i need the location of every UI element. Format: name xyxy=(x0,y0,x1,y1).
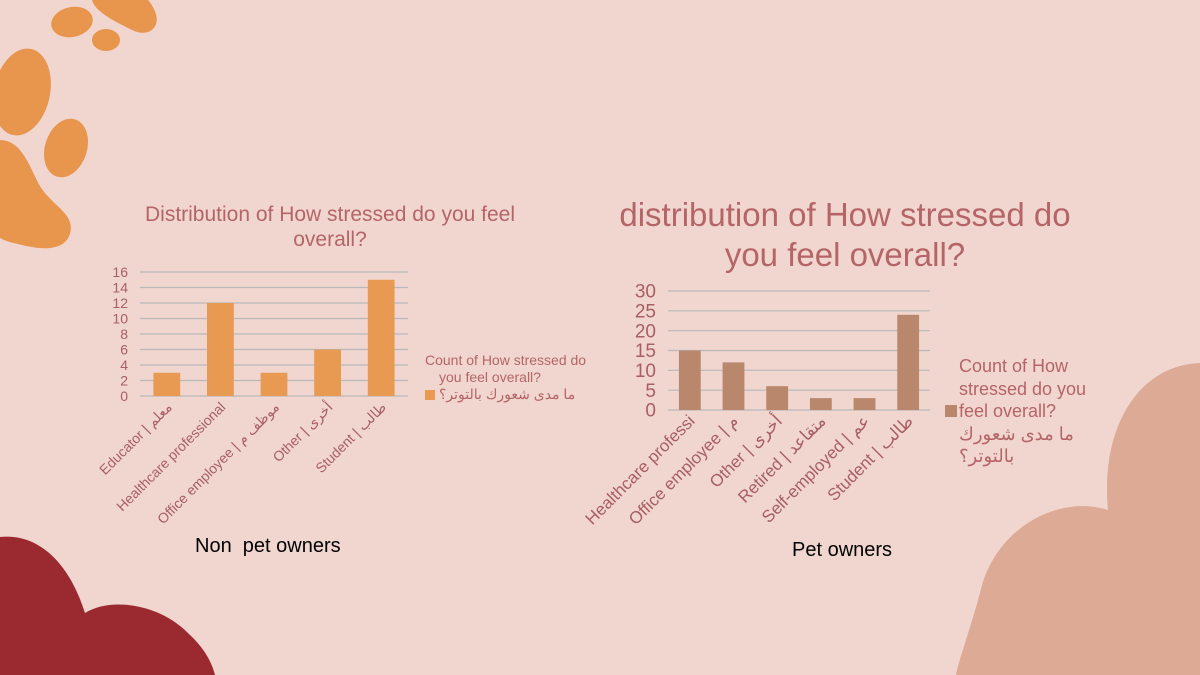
legend-arabic: ما مدى شعورك بالتوتر؟ xyxy=(959,423,1074,467)
bar xyxy=(367,279,395,396)
dark-red-blob xyxy=(0,536,215,675)
legend-right: Count of How stressed do you feel overal… xyxy=(945,355,1115,468)
bar xyxy=(314,349,341,396)
y-tick-label: 12 xyxy=(112,295,128,311)
bar xyxy=(678,350,701,410)
y-tick-label: 16 xyxy=(112,264,128,280)
legend-label: Count of How stressed do you feel overal… xyxy=(425,352,587,385)
bar xyxy=(722,362,745,410)
y-tick-label: 30 xyxy=(635,282,656,303)
y-tick-label: 8 xyxy=(120,326,128,342)
y-tick-label: 0 xyxy=(120,388,128,404)
chart-title-left: Distribution of How stressed do you feel… xyxy=(144,203,515,252)
y-tick-label: 20 xyxy=(635,321,656,342)
legend-swatch xyxy=(945,405,957,417)
legend-label: Count of How stressed do you feel overal… xyxy=(959,356,1087,421)
y-tick-label: 15 xyxy=(635,341,656,362)
y-tick-label: 25 xyxy=(635,301,656,322)
bar xyxy=(260,372,288,396)
bar xyxy=(207,303,234,396)
legend-swatch xyxy=(425,390,435,400)
bar xyxy=(853,398,876,410)
bar xyxy=(766,386,789,410)
y-tick-label: 2 xyxy=(120,372,128,388)
y-tick-label: 0 xyxy=(645,401,656,422)
bar xyxy=(153,372,181,396)
paw-print-icon xyxy=(0,0,157,249)
legend-left: Count of How stressed do you feel overal… xyxy=(425,352,590,402)
chart-title-right: distribution of How stressed do you feel… xyxy=(619,196,1071,273)
caption-pet-owners: Pet owners xyxy=(792,539,893,561)
bar xyxy=(809,398,832,410)
y-tick-label: 10 xyxy=(112,310,128,326)
y-tick-label: 4 xyxy=(120,357,128,373)
y-tick-label: 14 xyxy=(112,279,128,295)
y-tick-label: 5 xyxy=(645,381,656,402)
caption-non-pet-owners: Non pet owners xyxy=(195,535,341,557)
peach-blob xyxy=(956,363,1200,675)
y-tick-label: 10 xyxy=(635,361,656,382)
y-tick-label: 6 xyxy=(120,341,128,357)
legend-arabic: ما مدى شعورك بالتوتر؟ xyxy=(439,385,576,402)
bar xyxy=(897,314,920,410)
